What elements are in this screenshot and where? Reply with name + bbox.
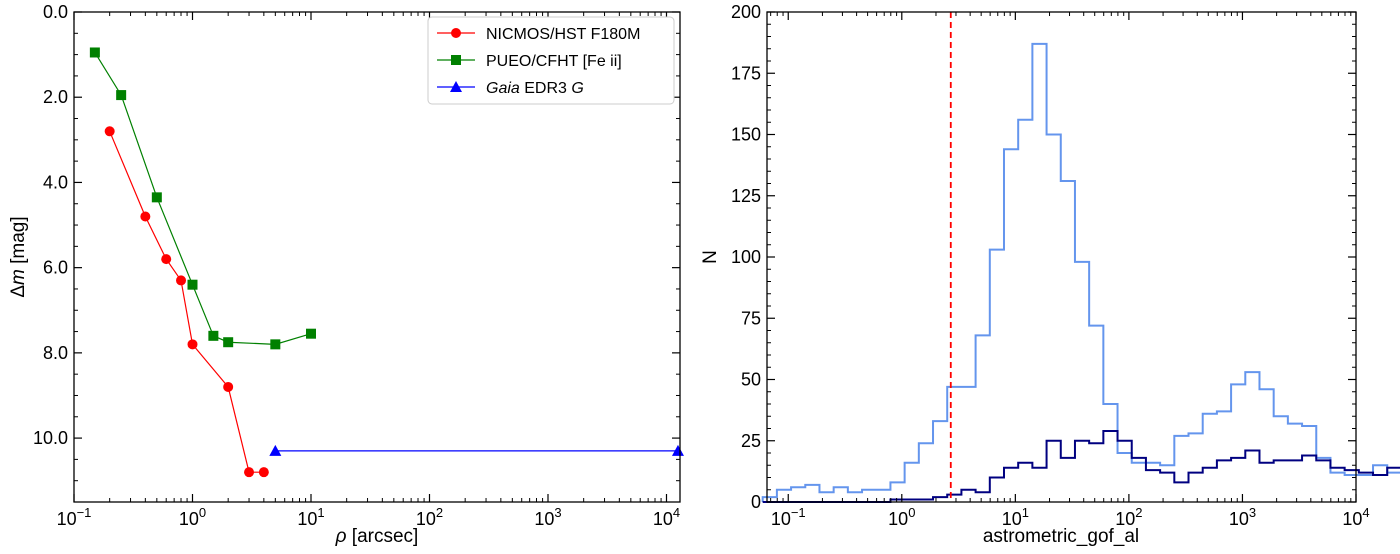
x-tick-label: 100: [179, 505, 206, 529]
data-point-series-1: [223, 337, 234, 348]
data-point-series-2: [269, 444, 282, 456]
x-tick-label: 101: [297, 505, 324, 529]
data-point-series-0: [223, 381, 234, 392]
x-tick-label: 10−1: [57, 505, 92, 529]
data-point-series-0: [244, 467, 255, 478]
x-tick-label: 102: [416, 505, 443, 529]
y-tick-label: 200: [731, 2, 761, 22]
legend-marker: [451, 28, 461, 38]
left-chart-frame: [73, 11, 681, 503]
right-chart-ylabel: N: [700, 250, 721, 264]
x-tick-label: 103: [534, 505, 561, 529]
right-chart-xlabel: astrometric_gof_al: [983, 526, 1139, 547]
y-tick-label: 75: [741, 308, 761, 328]
x-tick-label: 101: [1002, 505, 1029, 529]
histogram-series-1: [762, 429, 1400, 503]
x-tick-label: 10−1: [771, 505, 806, 529]
data-point-series-0: [176, 275, 187, 286]
x-tick-label: 103: [1229, 505, 1256, 529]
left-chart-panel: 10−1 100 101 102 103 104 0.0 2.0 4.0 6.0 8.0 10.0 ρ…: [8, 2, 684, 547]
data-point-series-1: [151, 192, 162, 203]
series-line-0: [109, 131, 264, 473]
right-chart-frame: [766, 11, 1357, 503]
data-point-series-1: [270, 339, 281, 350]
data-point-series-1: [187, 279, 198, 290]
left-chart-data-layer: [89, 47, 684, 478]
y-tick-label: 125: [731, 186, 761, 206]
data-point-series-0: [104, 126, 115, 137]
data-point-series-0: [187, 339, 198, 350]
right-chart-data-layer: [761, 12, 1400, 503]
left-chart-ticks: 10−1 100 101 102 103 104 0.0 2.0 4.0 6.0 8.0 10.0: [33, 2, 680, 529]
y-tick-label: 8.0: [43, 343, 68, 363]
y-tick-label: 50: [741, 370, 761, 390]
y-tick-label: 10.0: [33, 428, 68, 448]
right-chart-panel: 10−1 100 101 102 103 104 0 25 50 75 100 125 150 175 20…: [700, 2, 1400, 547]
data-point-series-0: [161, 254, 172, 265]
y-tick-label: 0: [751, 492, 761, 512]
y-tick-label: 0.0: [43, 2, 68, 22]
data-point-series-0: [258, 467, 269, 478]
y-tick-label: 4.0: [43, 172, 68, 192]
y-tick-label: 150: [731, 125, 761, 145]
left-chart-xlabel: ρ [arcsec]: [335, 526, 419, 547]
series-line-1: [94, 52, 312, 345]
x-tick-label: 104: [653, 505, 680, 529]
legend-label: NICMOS/HST F180M: [486, 26, 640, 43]
data-point-series-0: [140, 211, 151, 222]
y-tick-label: 6.0: [43, 258, 68, 278]
histogram-series-0: [761, 42, 1400, 502]
y-tick-label: 100: [731, 247, 761, 267]
y-tick-label: 175: [731, 63, 761, 83]
y-tick-label: 2.0: [43, 87, 68, 107]
left-chart-legend: NICMOS/HST F180M PUEO/CFHT [Fe ii] Gaia ED…: [427, 16, 675, 105]
x-tick-label: 104: [1342, 505, 1369, 529]
data-point-series-1: [89, 47, 100, 58]
left-chart-ylabel: Δm [mag]: [8, 216, 29, 297]
x-tick-label: 100: [888, 505, 915, 529]
data-point-series-1: [208, 330, 219, 341]
x-tick-label: 102: [1115, 505, 1142, 529]
data-point-series-1: [116, 90, 127, 101]
data-point-series-2: [671, 444, 684, 456]
legend-label: Gaia EDR3 G: [486, 80, 584, 97]
legend-marker: [451, 55, 461, 65]
y-tick-label: 25: [741, 431, 761, 451]
legend-label: PUEO/CFHT [Fe ii]: [486, 53, 622, 70]
data-point-series-1: [305, 328, 316, 339]
legend-box: [427, 16, 675, 105]
right-chart-ticks: 10−1 100 101 102 103 104 0 25 50 75 100 125 150 175 20…: [731, 2, 1370, 529]
legend-marker: [450, 81, 462, 92]
